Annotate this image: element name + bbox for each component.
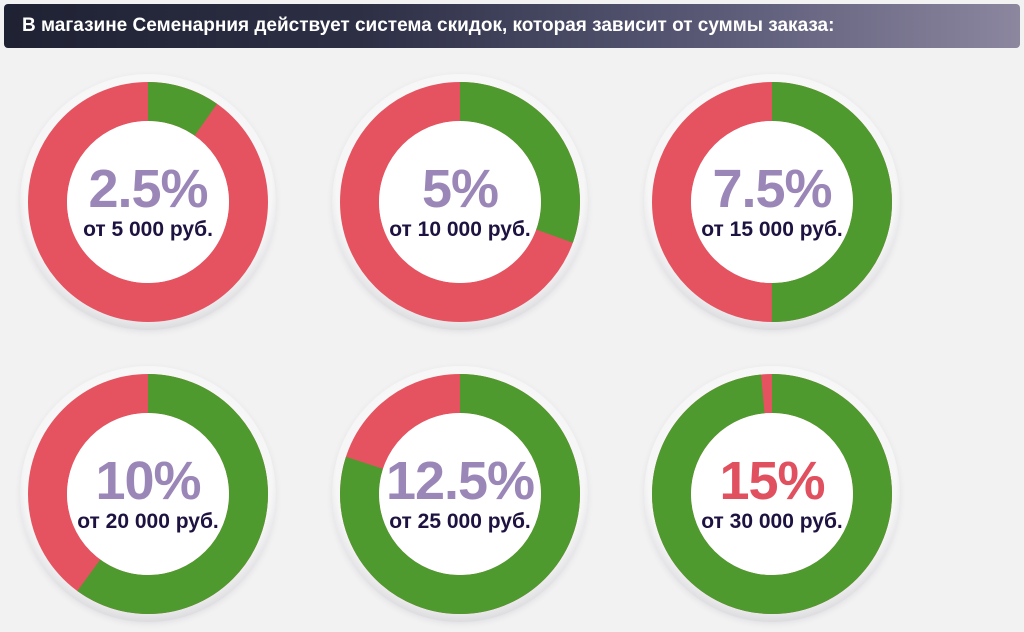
discount-percent: 5% (421, 159, 499, 219)
badge-inner-disc (691, 413, 853, 575)
ring-progress (28, 82, 268, 322)
discount-threshold: от 20 000 руб. (77, 510, 219, 533)
badge-inner-disc (67, 413, 229, 575)
badge-inner-disc (67, 121, 229, 283)
discount-badge-4: 10% от 20 000 руб. (13, 359, 283, 629)
discount-badge-2: 5% от 10 000 руб. (325, 67, 595, 337)
discount-percent: 10% (95, 451, 201, 511)
ring-progress (340, 374, 580, 614)
discount-percent: 15% (719, 451, 825, 511)
ring-chart (13, 69, 283, 337)
discount-badge-6: 15% от 30 000 руб. (637, 359, 907, 629)
ring-progress (28, 374, 268, 614)
discount-threshold: от 5 000 руб. (83, 218, 213, 241)
discount-threshold: от 30 000 руб. (701, 510, 843, 533)
discount-percent: 2.5% (88, 159, 208, 219)
discount-percent: 12.5% (385, 451, 535, 511)
badge-inner-disc (379, 413, 541, 575)
discount-threshold: от 25 000 руб. (389, 510, 531, 533)
discount-badge-3: 7.5% от 15 000 руб. (637, 67, 907, 337)
ring-progress (652, 82, 892, 322)
ring-chart (325, 361, 595, 629)
discount-percent: 7.5% (712, 159, 832, 219)
discount-threshold: от 10 000 руб. (389, 218, 531, 241)
badge-inner-disc (691, 121, 853, 283)
ring-chart (637, 361, 907, 629)
discount-badge-1: 2.5% от 5 000 руб. (13, 67, 283, 337)
header-title: В магазине Семенарния действует система … (22, 15, 835, 36)
ring-progress (340, 82, 580, 322)
discount-threshold: от 15 000 руб. (701, 218, 843, 241)
discount-badge-5: 12.5% от 25 000 руб. (325, 359, 595, 629)
ring-progress (652, 374, 892, 614)
ring-chart (13, 361, 283, 629)
ring-chart (325, 69, 595, 337)
header-banner: В магазине Семенарния действует система … (4, 4, 1020, 48)
badge-inner-disc (379, 121, 541, 283)
ring-chart (637, 69, 907, 337)
